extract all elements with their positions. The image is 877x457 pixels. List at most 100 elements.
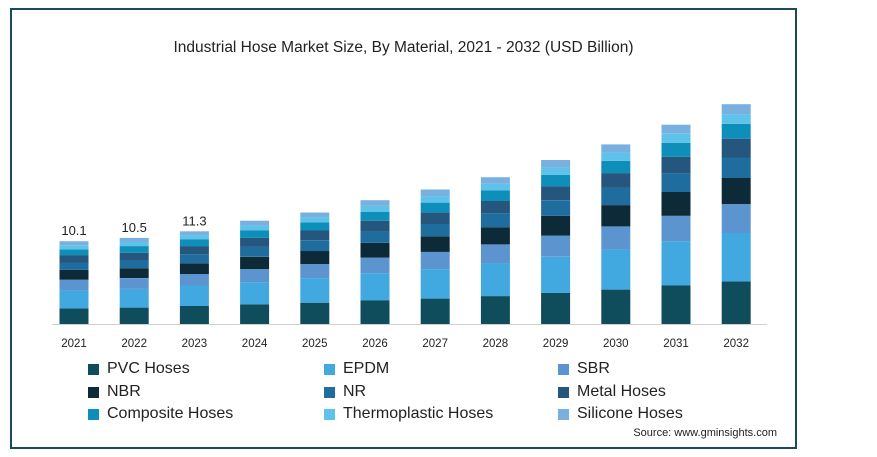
bar-segment-nbr-2025 [300, 251, 330, 265]
bar-segment-thermoplastic-hoses-2029 [541, 167, 571, 175]
bar-segment-silicone-hoses-2022 [119, 237, 149, 242]
bar-segment-nr-2027 [420, 224, 450, 237]
stacked-bar-chart: 2021 10.1 2022 10.5 2023 11.3 2024 2025 2026 2027… [52, 104, 767, 350]
bar-segment-epdm-2031 [661, 241, 691, 286]
bar-segment-thermoplastic-hoses-2031 [661, 133, 691, 143]
x-tick-label-2025: 2025 [302, 338, 328, 350]
bar-segment-sbr-2026 [360, 257, 390, 274]
bar-segment-composite-hoses-2032 [721, 123, 751, 139]
bar-segment-composite-hoses-2021 [59, 249, 89, 256]
bar-segment-pvc-hoses-2026 [360, 300, 390, 324]
bar-segment-pvc-hoses-2024 [240, 304, 270, 324]
bar-segment-metal-hoses-2028 [480, 201, 510, 214]
bar-segment-nbr-2029 [541, 215, 571, 236]
bar-segment-metal-hoses-2022 [119, 252, 149, 261]
bar-segment-nr-2031 [661, 173, 691, 192]
bar-segment-metal-hoses-2030 [601, 173, 631, 188]
bar-segment-silicone-hoses-2023 [179, 231, 209, 236]
bar-segment-composite-hoses-2026 [360, 211, 390, 221]
bar-segment-sbr-2030 [601, 226, 631, 250]
bar-segment-pvc-hoses-2021 [59, 308, 89, 324]
x-tick-label-2027: 2027 [422, 338, 448, 350]
bar-segment-nbr-2030 [601, 205, 631, 227]
bar-segment-pvc-hoses-2030 [601, 289, 631, 324]
bar-segment-sbr-2022 [119, 278, 149, 289]
bar-segment-sbr-2028 [480, 244, 510, 264]
bar-segment-silicone-hoses-2030 [601, 144, 631, 153]
bar-segment-epdm-2022 [119, 288, 149, 308]
bar-segment-epdm-2021 [59, 290, 89, 309]
bar-segment-thermoplastic-hoses-2032 [721, 114, 751, 124]
bar-segment-silicone-hoses-2021 [59, 241, 89, 246]
bar-segment-epdm-2025 [300, 278, 330, 303]
chart-title: Industrial Hose Market Size, By Material… [173, 39, 634, 56]
x-tick-label-2026: 2026 [362, 338, 388, 350]
bar-segment-nr-2021 [59, 262, 89, 270]
bar-segment-epdm-2028 [480, 263, 510, 297]
bar-segment-nr-2028 [480, 213, 510, 228]
bar-segment-nbr-2027 [420, 236, 450, 252]
x-tick-label-2028: 2028 [483, 338, 509, 350]
bar-segment-composite-hoses-2027 [420, 202, 450, 213]
bar-segment-epdm-2023 [179, 285, 209, 306]
bar-segment-thermoplastic-hoses-2025 [300, 217, 330, 223]
bar-segment-metal-hoses-2032 [721, 138, 751, 158]
bar-segment-thermoplastic-hoses-2023 [179, 235, 209, 240]
bar-segment-nr-2026 [360, 231, 390, 243]
bar-segment-epdm-2024 [240, 282, 270, 305]
bar-segment-sbr-2032 [721, 204, 751, 233]
bar-segment-pvc-hoses-2032 [721, 281, 751, 324]
bar-segment-composite-hoses-2025 [300, 222, 330, 231]
bar-segment-silicone-hoses-2032 [721, 104, 751, 114]
bar-segment-nr-2022 [119, 260, 149, 269]
x-tick-label-2023: 2023 [182, 338, 208, 350]
bar-segment-pvc-hoses-2031 [661, 285, 691, 324]
x-tick-label-2022: 2022 [121, 338, 147, 350]
bar-segment-pvc-hoses-2027 [420, 298, 450, 324]
bar-segment-composite-hoses-2024 [240, 230, 270, 238]
bar-segment-thermoplastic-hoses-2027 [420, 196, 450, 203]
x-tick-label-2030: 2030 [603, 338, 629, 350]
bar-segment-sbr-2024 [240, 269, 270, 283]
bar-segment-silicone-hoses-2025 [300, 212, 330, 218]
bar-total-label-2021: 10.1 [61, 223, 86, 238]
bar-segment-nr-2029 [541, 200, 571, 216]
bar-segment-composite-hoses-2028 [480, 190, 510, 201]
bar-segment-thermoplastic-hoses-2026 [360, 205, 390, 212]
bar-segment-metal-hoses-2031 [661, 156, 691, 174]
bar-segment-composite-hoses-2022 [119, 246, 149, 253]
bar-segment-metal-hoses-2027 [420, 212, 450, 224]
bar-segment-nr-2030 [601, 187, 631, 206]
x-tick-label-2024: 2024 [242, 338, 268, 350]
bar-segment-sbr-2031 [661, 215, 691, 242]
bar-segment-pvc-hoses-2022 [119, 307, 149, 324]
bar-segment-metal-hoses-2023 [179, 246, 209, 255]
x-tick-label-2032: 2032 [723, 338, 749, 350]
bar-segment-nr-2025 [300, 240, 330, 252]
bar-segment-nbr-2021 [59, 269, 89, 280]
bar-segment-silicone-hoses-2031 [661, 124, 691, 134]
bar-segment-sbr-2027 [420, 251, 450, 269]
bar-total-label-2023: 11.3 [182, 213, 206, 228]
bar-segment-composite-hoses-2031 [661, 142, 691, 157]
bar-segment-nr-2023 [179, 254, 209, 264]
chart-frame: Industrial Hose Market Size, By Material… [10, 8, 797, 449]
bar-segment-nr-2024 [240, 246, 270, 257]
bar-segment-sbr-2029 [541, 235, 571, 257]
bar-segment-pvc-hoses-2025 [300, 302, 330, 324]
bar-segment-thermoplastic-hoses-2021 [59, 245, 89, 250]
x-tick-label-2029: 2029 [543, 338, 569, 350]
bar-segment-pvc-hoses-2029 [541, 292, 571, 324]
bar-segment-epdm-2030 [601, 249, 631, 290]
bar-segment-nbr-2028 [480, 227, 510, 245]
bar-segment-pvc-hoses-2028 [480, 296, 510, 324]
source-note: Source: www.gminsights.com [633, 427, 777, 439]
bar-segment-thermoplastic-hoses-2028 [480, 183, 510, 191]
bar-segment-metal-hoses-2024 [240, 237, 270, 247]
bar-segment-epdm-2027 [420, 269, 450, 299]
bar-segment-metal-hoses-2026 [360, 220, 390, 232]
bar-segment-epdm-2032 [721, 233, 751, 282]
bar-segment-composite-hoses-2029 [541, 174, 571, 187]
x-tick-label-2031: 2031 [663, 338, 689, 350]
bar-segment-nr-2032 [721, 157, 751, 178]
